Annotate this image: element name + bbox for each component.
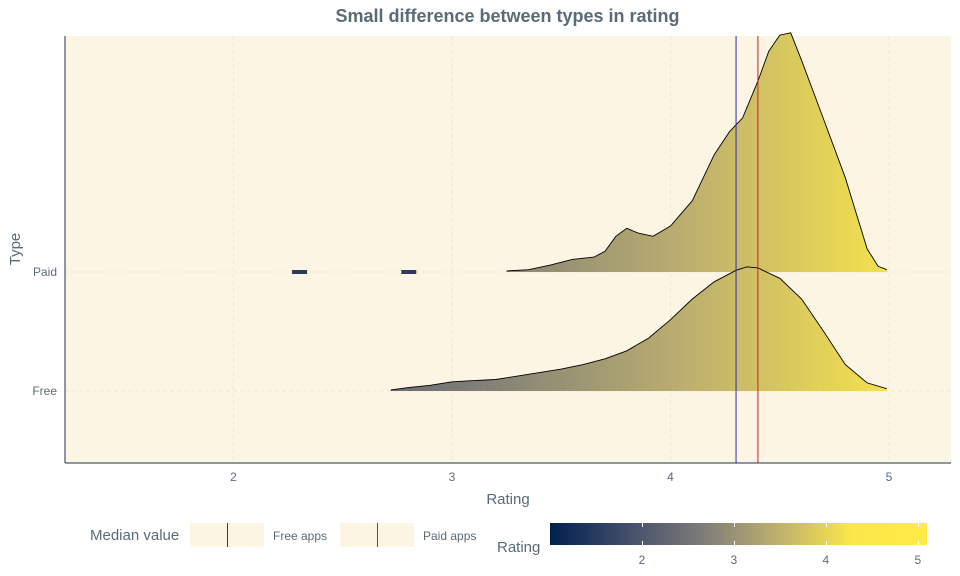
free-median-label: Free apps — [273, 529, 328, 543]
paid-median-label: Paid apps — [423, 529, 477, 543]
colorbar-tick-mark — [641, 541, 643, 545]
x-tick-label: 5 — [886, 470, 893, 484]
ridge-fill-free — [390, 266, 887, 391]
x-tick-label: 4 — [667, 470, 674, 484]
colorbar-tick-label: 4 — [822, 553, 830, 567]
ridge-outline-free — [390, 266, 887, 391]
y-tick-label: Free — [32, 384, 57, 398]
y-axis-label: Type — [7, 233, 24, 266]
colorbar-tick-label: 5 — [914, 553, 922, 567]
x-axis-label: Rating — [486, 491, 529, 508]
free-median-key — [190, 523, 264, 547]
colorbar-tick-mark — [733, 523, 735, 527]
x-tick-label: 2 — [230, 470, 237, 484]
y-tick-labels: Free Paid — [32, 265, 57, 398]
paid-outlier — [292, 270, 308, 274]
ridgeline-plot: 2 3 4 5 Free Paid Rating Type — [7, 32, 951, 508]
colorbar-tick-label: 2 — [638, 553, 646, 567]
ridge-fill-paid — [506, 32, 887, 272]
outliers — [292, 270, 417, 274]
legend: Median value Free apps Paid apps Rating … — [0, 510, 960, 570]
median-legend-title: Median value — [90, 527, 180, 544]
colorbar-tick-mark — [825, 523, 827, 527]
colorbar-tick-mark — [733, 541, 735, 545]
chart-title: Small difference between types in rating — [335, 6, 680, 26]
free-median-key-line — [227, 523, 228, 547]
colorbar-tick-mark — [917, 541, 919, 545]
colorbar-title: Rating — [497, 539, 541, 556]
colorbar — [550, 523, 927, 545]
paid-outlier — [401, 270, 417, 274]
paid-median-key — [340, 523, 414, 547]
colorbar-tick-mark — [641, 523, 643, 527]
x-tick-labels: 2 3 4 5 — [230, 470, 893, 484]
colorbar-tick-mark — [917, 523, 919, 527]
y-tick-label: Paid — [33, 265, 57, 279]
colorbar-tick-mark — [825, 541, 827, 545]
paid-median-key-line — [377, 523, 378, 547]
x-tick-label: 3 — [449, 470, 456, 484]
colorbar-tick-label: 3 — [730, 553, 738, 567]
ridges — [390, 32, 887, 391]
median-lines — [735, 36, 759, 463]
ridge-outline-paid — [506, 32, 887, 272]
